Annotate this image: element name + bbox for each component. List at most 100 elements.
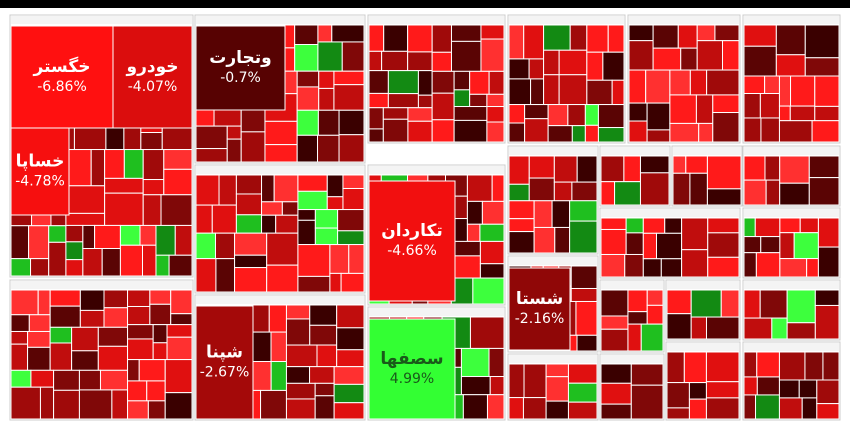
sector-header <box>601 355 663 363</box>
top-strip <box>0 0 850 8</box>
filler-tile <box>814 304 840 340</box>
filler-tile <box>49 326 73 344</box>
filler-tile <box>195 148 228 163</box>
filler-tile <box>479 240 505 265</box>
filler-tile <box>261 201 283 216</box>
filler-tile <box>285 344 318 368</box>
sector-header <box>744 281 839 289</box>
filler-tile <box>486 121 505 143</box>
filler-tile <box>296 70 320 88</box>
filler-tile <box>214 232 236 260</box>
filler-tile <box>672 155 687 174</box>
filler-tile <box>142 194 162 226</box>
filler-tile <box>508 218 535 233</box>
filler-tile <box>690 289 722 318</box>
filler-tile <box>268 304 287 333</box>
filler-tile <box>195 232 216 260</box>
sector-header <box>11 281 192 289</box>
filler-tile <box>28 314 51 332</box>
filler-tile <box>481 200 505 225</box>
filler-tile <box>778 379 800 399</box>
filler-tile <box>168 254 193 277</box>
filler-tile <box>779 217 801 234</box>
filler-tile <box>798 379 818 399</box>
filler-tile <box>628 120 648 143</box>
filler-tile <box>368 24 385 52</box>
filler-tile <box>681 249 709 278</box>
filler-tile <box>567 401 598 420</box>
filler-tile <box>528 155 555 179</box>
filler-tile <box>431 92 455 121</box>
filler-tile <box>342 187 365 211</box>
sector-header <box>667 343 739 351</box>
filler-tile <box>28 225 50 260</box>
filler-tile <box>640 323 664 352</box>
filler-tile <box>462 394 488 420</box>
filler-tile <box>431 70 455 94</box>
filler-tile <box>611 79 625 106</box>
filler-tile <box>801 397 818 420</box>
filler-tile <box>104 149 125 179</box>
filler-tile <box>779 258 808 278</box>
filler-tile <box>689 172 708 206</box>
filler-tile <box>508 363 525 399</box>
filler-tile <box>381 50 409 72</box>
filler-tile <box>270 361 287 391</box>
filler-tile <box>317 41 343 72</box>
filler-tile <box>48 241 67 277</box>
filler-tile <box>226 138 242 163</box>
filler-tile <box>576 155 598 183</box>
filler-tile <box>104 192 144 226</box>
filler-tile <box>10 258 32 277</box>
filler-tile <box>314 395 335 420</box>
filler-tile <box>368 92 389 109</box>
filler-tile <box>569 24 588 51</box>
filler-tile <box>49 289 81 307</box>
filler-tile <box>479 263 505 279</box>
filler-tile <box>166 324 193 338</box>
filler-tile <box>453 119 488 143</box>
filler-tile <box>450 40 482 72</box>
tile-change: -2.16% <box>515 311 565 327</box>
filler-tile <box>469 93 488 108</box>
filler-tile <box>235 214 263 234</box>
filler-tile <box>743 317 773 340</box>
filler-tile <box>799 217 819 234</box>
tile-name: شپنا <box>206 343 243 363</box>
filler-tile <box>614 181 641 206</box>
sector-header <box>744 147 839 155</box>
filler-tile <box>508 183 530 202</box>
tile-change: 4.99% <box>390 371 434 387</box>
filler-tile <box>756 351 780 378</box>
filler-tile <box>690 316 707 340</box>
filler-tile <box>814 105 840 122</box>
filler-tile <box>816 403 840 420</box>
filler-tile <box>226 125 242 140</box>
filler-tile <box>543 24 571 51</box>
filler-tile <box>551 200 571 228</box>
filler-tile <box>309 366 335 384</box>
filler-tile <box>297 190 328 211</box>
filler-tile <box>453 70 471 91</box>
filler-tile <box>486 394 505 420</box>
filler-tile <box>508 58 530 80</box>
filler-tile <box>260 389 287 420</box>
filler-tile <box>689 69 708 96</box>
filler-tile <box>336 304 365 329</box>
filler-tile <box>743 351 758 378</box>
filler-tile <box>685 155 708 174</box>
filler-tile <box>706 155 742 190</box>
filler-tile <box>575 300 598 336</box>
filler-tile <box>316 344 338 368</box>
filler-tile <box>779 232 795 260</box>
filler-tile <box>508 397 524 420</box>
filler-tile <box>195 125 228 150</box>
filler-tile <box>326 174 344 198</box>
filler-tile <box>297 244 331 277</box>
filler-tile <box>285 382 316 400</box>
filler-tile <box>309 324 338 346</box>
filler-tile <box>677 24 698 49</box>
filler-tile <box>10 289 39 316</box>
filler-tile <box>49 305 81 328</box>
filler-tile <box>600 363 632 384</box>
